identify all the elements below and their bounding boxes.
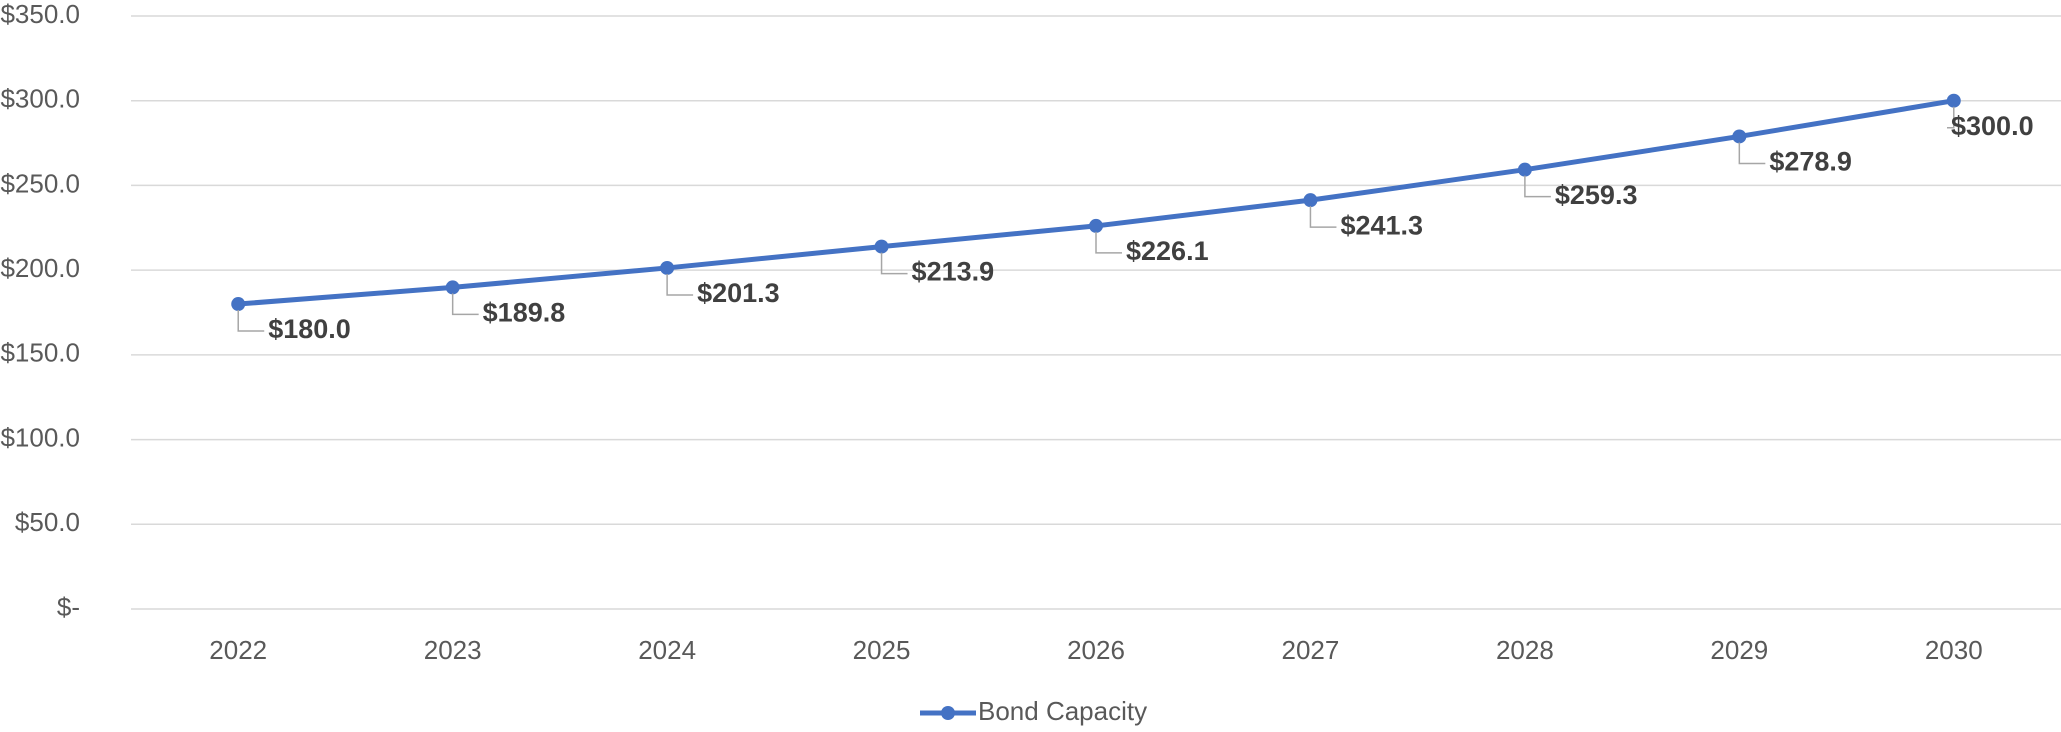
y-tick-label: $250.0: [0, 168, 80, 198]
marker: [1089, 218, 1103, 233]
leader-line: [237, 310, 265, 332]
legend-label: Bond Capacity: [978, 696, 1147, 726]
data-label: $259.3: [1555, 180, 1638, 210]
marker: [874, 239, 889, 254]
x-tick-label: 2025: [853, 635, 911, 665]
leader-line: [1524, 175, 1551, 198]
x-tick-label: 2029: [1710, 635, 1768, 665]
y-tick-label: $200.0: [0, 253, 80, 283]
x-tick-label: 2024: [638, 635, 696, 665]
leader-line: [1095, 231, 1122, 254]
x-tick-label: 2026: [1067, 635, 1125, 665]
y-tick-label: $300.0: [0, 84, 80, 114]
data-label: $226.1: [1126, 236, 1209, 266]
leader-line: [451, 293, 479, 316]
marker: [231, 297, 246, 312]
marker: [1303, 193, 1318, 208]
marker: [1517, 162, 1532, 177]
marker: [1946, 93, 1961, 108]
y-tick-label: $50.0: [15, 507, 80, 537]
line: [238, 98, 1955, 307]
data-label: $201.3: [697, 278, 780, 308]
x-tick-label: 2028: [1496, 635, 1554, 665]
leader-line: [1738, 142, 1766, 165]
leader-line: [1309, 206, 1337, 228]
data-label: $278.9: [1769, 147, 1852, 177]
data-label: $180.0: [268, 314, 351, 344]
x-tick-label: 2023: [424, 635, 482, 665]
y-tick-label: $-: [57, 592, 80, 622]
x-tick-label: 2022: [209, 635, 267, 665]
legend-marker: [941, 706, 955, 720]
y-tick-label: $100.0: [0, 422, 80, 452]
data-label: $213.9: [912, 257, 995, 287]
marker: [1732, 129, 1747, 144]
leader-line: [1947, 106, 1955, 129]
data-label: $241.3: [1340, 210, 1423, 240]
data-label: $300.0: [1951, 111, 2034, 141]
marker: [445, 280, 460, 295]
leader-line: [880, 252, 908, 275]
x-tick-label: 2030: [1925, 635, 1983, 665]
y-tick-label: $350.0: [0, 0, 80, 29]
y-tick-label: $150.0: [0, 338, 80, 368]
marker: [660, 260, 675, 275]
leader-line: [666, 273, 694, 296]
data-label: $189.8: [483, 298, 566, 328]
x-tick-label: 2027: [1282, 635, 1340, 665]
